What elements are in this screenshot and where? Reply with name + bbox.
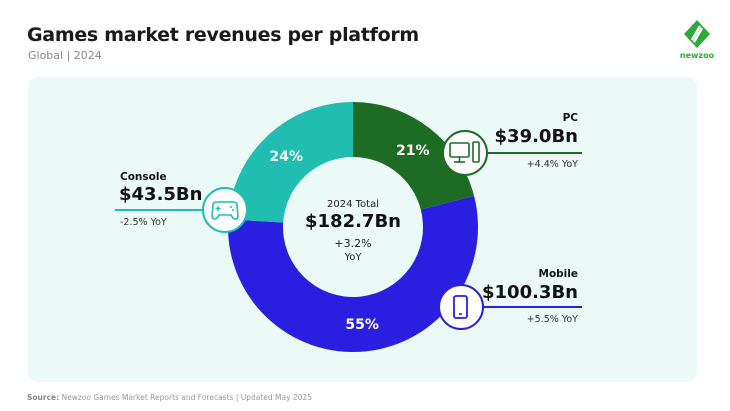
- center-total-label: 2024 Total: [327, 199, 379, 210]
- mobile-label: Mobile: [538, 268, 579, 280]
- console-revenue: $43.5Bn: [119, 184, 203, 205]
- pc-revenue: $39.0Bn: [494, 126, 578, 147]
- slice-console: [228, 102, 353, 223]
- desktop-computer-icon: [442, 130, 488, 176]
- center-total-change-unit: YoY: [344, 252, 362, 263]
- center-total-change: +3.2%: [334, 237, 372, 250]
- slice-mobile: [228, 195, 478, 352]
- smartphone-icon: [438, 284, 484, 330]
- mobile-revenue: $100.3Bn: [482, 282, 578, 303]
- center-total-value: $182.7Bn: [305, 211, 401, 232]
- pc-yoy: +4.4% YoY: [526, 159, 578, 170]
- slice-pc: [353, 102, 475, 210]
- pc-label: PC: [562, 112, 578, 124]
- newzoo-logo: newzoo: [680, 18, 715, 60]
- console-label: Console: [120, 171, 167, 183]
- percent-label-console: 24%: [269, 149, 303, 165]
- mobile-yoy: +5.5% YoY: [526, 314, 578, 325]
- page-title: Games market revenues per platform: [27, 24, 419, 46]
- svg-text:newzoo: newzoo: [680, 51, 714, 60]
- page-subtitle: Global | 2024: [28, 49, 102, 62]
- source-note: Source: Newzoo Games Market Reports and …: [27, 393, 312, 402]
- console-yoy: -2.5% YoY: [120, 217, 167, 228]
- source-text: Newzoo Games Market Reports and Forecast…: [59, 393, 313, 402]
- percent-label-mobile: 55%: [345, 317, 379, 333]
- percent-label-pc: 21%: [396, 143, 430, 159]
- gamepad-icon: [202, 187, 248, 233]
- source-label: Source:: [27, 393, 60, 402]
